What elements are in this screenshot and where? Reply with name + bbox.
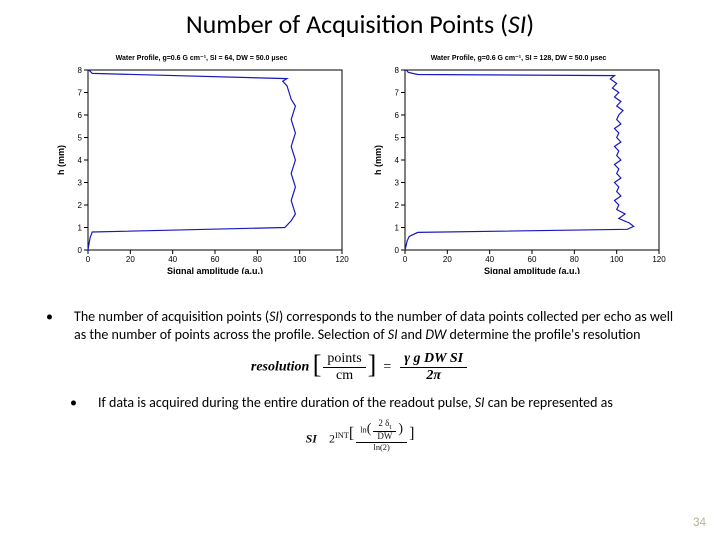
right-chart-svg: 0 20 40 60 80 100 120 0 1 2 3 4 5 6 7 8 Signal amplitude… — [371, 64, 666, 274]
svg-text:6: 6 — [395, 111, 400, 120]
svg-text:Signal amplitude (a.u.): Signal amplitude (a.u.) — [484, 266, 580, 274]
svg-text:8: 8 — [395, 66, 400, 75]
left-bracket-icon: [ — [313, 349, 322, 382]
svg-text:0: 0 — [78, 246, 83, 255]
svg-text:1: 1 — [395, 224, 400, 233]
left-chart-svg: 0 20 40 60 80 100 120 0 1 2 3 4 5 6 7 8 Signal amplitude… — [54, 64, 349, 274]
svg-text:60: 60 — [528, 255, 537, 264]
svg-text:0: 0 — [403, 255, 408, 264]
svg-text:1: 1 — [78, 224, 83, 233]
svg-text:6: 6 — [78, 111, 83, 120]
bullet-2-si: SI — [475, 394, 485, 411]
bullet-1-seg-a: The number of acquisition points ( — [74, 308, 269, 325]
svg-text:2: 2 — [395, 201, 400, 210]
svg-text:40: 40 — [485, 255, 494, 264]
svg-text:4: 4 — [395, 156, 400, 165]
svg-text:5: 5 — [78, 134, 83, 143]
bullet-1-seg-d: determine the profile's resolution — [446, 326, 640, 343]
formula1-lhs: resolution — [251, 359, 309, 374]
bullet-dot-icon: • — [40, 308, 74, 343]
svg-text:100: 100 — [293, 255, 307, 264]
svg-text:2: 2 — [78, 201, 83, 210]
svg-text:40: 40 — [168, 255, 177, 264]
svg-text:4: 4 — [78, 156, 83, 165]
formula2-outer-frac: ln(2 δtDW)ln(2) — [356, 419, 407, 452]
page-number: 34 — [693, 515, 706, 530]
svg-text:h (mm): h (mm) — [56, 145, 66, 175]
svg-text:120: 120 — [652, 255, 666, 264]
bullet-2-seg-a: If data is acquired during the entire du… — [98, 394, 475, 411]
left-bracket-icon: [ — [349, 424, 354, 444]
right-bracket-icon: ] — [409, 424, 414, 444]
svg-text:3: 3 — [78, 179, 83, 188]
formula1-unit-bot: cm — [323, 368, 365, 383]
formula1-units: pointscm — [323, 351, 365, 383]
svg-text:80: 80 — [253, 255, 262, 264]
bullet-1-dw: DW — [425, 326, 446, 343]
bullet-1: • The number of acquisition points (SI) … — [40, 308, 680, 343]
page-title: Number of Acquisition Points (SI) — [0, 8, 720, 40]
right-chart-title: Water Profile, g=0.6 G cm⁻¹, SI = 128, D… — [371, 54, 666, 62]
right-chart: Water Profile, g=0.6 G cm⁻¹, SI = 128, D… — [371, 54, 666, 274]
bullet-list: • The number of acquisition points (SI) … — [40, 308, 680, 462]
bullet-1-text: The number of acquisition points (SI) co… — [74, 308, 680, 343]
bullet-1-si-2: SI — [388, 326, 398, 343]
bullet-2: • If data is acquired during the entire … — [64, 394, 680, 412]
formula-si: SI 2INT[ln(2 δtDW)ln(2)] — [40, 419, 680, 452]
svg-text:h (mm): h (mm) — [373, 145, 383, 175]
svg-text:80: 80 — [570, 255, 579, 264]
bullet-1-si-1: SI — [269, 308, 279, 325]
svg-text:3: 3 — [395, 179, 400, 188]
formula1-rhs-num: γ g DW SI — [404, 351, 463, 366]
formula1-unit-top: points — [323, 351, 365, 367]
formula2-inner-num: 2 δ — [378, 418, 389, 428]
bullet-dot-icon: • — [64, 394, 98, 412]
svg-text:20: 20 — [126, 255, 135, 264]
svg-text:100: 100 — [610, 255, 624, 264]
svg-text:120: 120 — [335, 255, 349, 264]
svg-text:0: 0 — [395, 246, 400, 255]
charts-container: Water Profile, g=0.6 G cm⁻¹, SI = 64, DW… — [54, 54, 666, 274]
formula-resolution: resolution [pointscm] = γ g DW SI 2π — [40, 351, 680, 384]
bullet-1-seg-c: and — [398, 326, 426, 343]
formula2-inner-sub: t — [389, 422, 391, 431]
formula2-exp: INT[ln(2 δtDW)ln(2)] — [335, 431, 414, 440]
formula2-outer-den: ln(2) — [356, 443, 407, 452]
svg-text:7: 7 — [78, 89, 83, 98]
title-text: Number of Acquisition Points (SI) — [186, 8, 534, 40]
bullet-2-seg-b: can be represented as — [485, 394, 613, 411]
svg-text:20: 20 — [443, 255, 452, 264]
svg-text:0: 0 — [86, 255, 91, 264]
right-bracket-icon: ] — [368, 349, 377, 382]
left-chart-title: Water Profile, g=0.6 G cm⁻¹, SI = 64, DW… — [54, 54, 349, 62]
svg-text:8: 8 — [78, 66, 83, 75]
svg-text:60: 60 — [211, 255, 220, 264]
formula1-rhs: γ g DW SI 2π — [400, 351, 467, 383]
bullet-2-text: If data is acquired during the entire du… — [98, 394, 680, 412]
svg-text:7: 7 — [395, 89, 400, 98]
svg-text:Signal amplitude (a.u.): Signal amplitude (a.u.) — [167, 266, 263, 274]
formula2-inner-den: DW — [373, 432, 396, 442]
formula1-rhs-den: 2π — [426, 368, 441, 383]
left-chart: Water Profile, g=0.6 G cm⁻¹, SI = 64, DW… — [54, 54, 349, 274]
formula2-lhs: SI — [306, 432, 317, 446]
svg-text:5: 5 — [395, 134, 400, 143]
formula2-inner-frac: 2 δtDW — [373, 419, 396, 442]
